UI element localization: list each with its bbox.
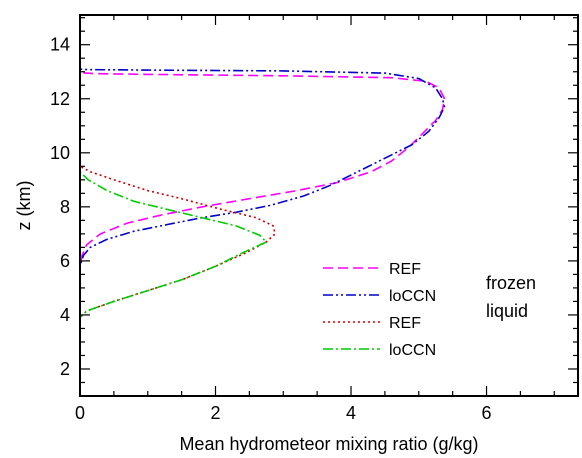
legend: REF loCCN REF loCCN frozen liquid <box>323 261 536 359</box>
axis-ticks <box>79 15 578 396</box>
x-axis-title: Mean hydrometeor mixing ratio (g/kg) <box>179 434 478 454</box>
series-line-frozen-loccn <box>79 15 446 396</box>
y-tick-label: 6 <box>60 251 70 271</box>
y-tick-label: 12 <box>50 89 70 109</box>
x-tick-label: 0 <box>75 403 85 423</box>
tick-labels: 0 2 4 6 2 4 6 8 10 12 14 <box>50 35 492 423</box>
series-line-liquid-loccn <box>79 15 268 396</box>
series-line-liquid-ref <box>79 15 276 396</box>
y-tick-label: 4 <box>60 305 70 325</box>
legend-label-frozen-loccn: loCCN <box>389 288 436 305</box>
legend-group-frozen: frozen <box>486 273 536 293</box>
y-tick-label: 14 <box>50 35 70 55</box>
legend-group-liquid: liquid <box>486 301 528 321</box>
x-tick-label: 4 <box>346 403 356 423</box>
x-tick-label: 2 <box>211 403 221 423</box>
y-tick-label: 2 <box>60 359 70 379</box>
y-tick-label: 10 <box>50 143 70 163</box>
plot-frame <box>79 14 579 397</box>
plot-lines <box>79 15 446 396</box>
x-tick-label: 6 <box>482 403 492 423</box>
legend-label-liquid-ref: REF <box>389 315 421 332</box>
legend-label-frozen-ref: REF <box>389 261 421 278</box>
series-line-frozen-ref <box>79 15 446 396</box>
y-tick-label: 8 <box>60 197 70 217</box>
y-axis-title: z (km) <box>14 181 34 231</box>
legend-label-liquid-loccn: loCCN <box>389 342 436 359</box>
